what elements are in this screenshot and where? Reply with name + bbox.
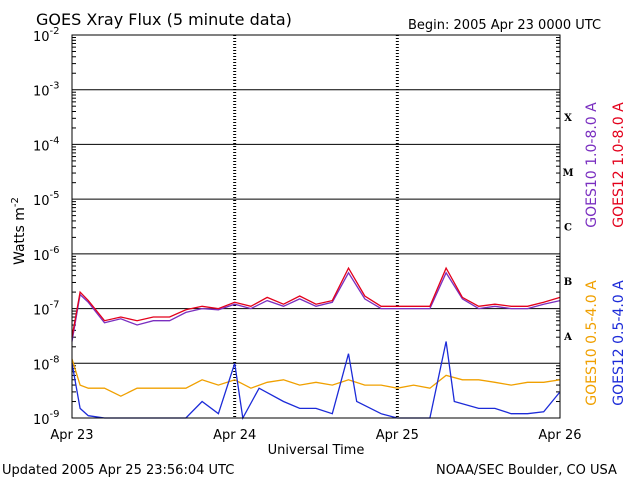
x-tick-label: Apr 26: [538, 428, 581, 443]
legend: GOES10 1.0-8.0 A GOES12 1.0-8.0 A GOES10 0…: [584, 102, 627, 406]
flare-class-label: C: [564, 223, 572, 234]
y-tick-label: 10-4: [33, 135, 60, 154]
flare-class-labels: X M C B A: [562, 113, 573, 343]
x-tick-labels: Apr 23 Apr 24 Apr 25 Apr 26: [50, 428, 581, 443]
y-tick-label: 10-9: [33, 409, 60, 428]
series-line: [71, 271, 561, 342]
x-tick-label: Apr 24: [213, 428, 256, 443]
y-tick-label: 10-3: [33, 81, 60, 100]
y-tick-label: 10-8: [33, 354, 60, 373]
y-axis-label: Watts m-2: [10, 197, 28, 265]
x-tick-label: Apr 25: [376, 428, 419, 443]
legend-entry: GOES12 0.5-4.0 A: [611, 280, 627, 406]
updated-label: Updated 2005 Apr 25 23:56:04 UTC: [2, 463, 234, 478]
chart-title: GOES Xray Flux (5 minute data): [36, 10, 292, 29]
flare-class-label: M: [562, 168, 573, 179]
legend-entry: GOES10 0.5-4.0 A: [584, 280, 600, 406]
begin-label: Begin: 2005 Apr 23 0000 UTC: [408, 18, 601, 33]
plot-frame: [71, 34, 561, 419]
legend-entry: GOES12 1.0-8.0 A: [611, 102, 627, 228]
x-tick-label: Apr 23: [50, 428, 93, 443]
series-line: [71, 341, 561, 421]
y-tick-label: 10-2: [33, 26, 60, 45]
x-axis-label: Universal Time: [268, 443, 365, 458]
flare-class-label: X: [564, 113, 572, 124]
y-tick-labels: 10-9 10-8 10-7 10-6 10-5 10-4 10-3 10-2: [33, 26, 60, 428]
chart-grid: [72, 34, 560, 419]
y-tick-label: 10-5: [33, 190, 60, 209]
y-tick-label: 10-6: [33, 245, 60, 264]
flare-class-label: A: [563, 332, 572, 343]
series-line: [71, 358, 561, 397]
legend-entry: GOES10 1.0-8.0 A: [584, 102, 600, 228]
source-label: NOAA/SEC Boulder, CO USA: [436, 463, 617, 478]
flare-class-label: B: [564, 277, 572, 288]
chart-series: [71, 266, 561, 421]
y-tick-label: 10-7: [33, 300, 60, 319]
series-line: [71, 266, 561, 338]
